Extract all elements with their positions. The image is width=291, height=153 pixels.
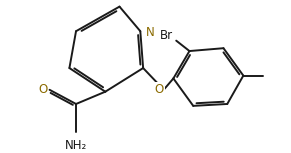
- Text: N: N: [146, 26, 155, 39]
- Text: Br: Br: [160, 29, 173, 42]
- Text: O: O: [38, 83, 47, 96]
- Text: NH₂: NH₂: [65, 139, 87, 152]
- Text: O: O: [155, 83, 164, 96]
